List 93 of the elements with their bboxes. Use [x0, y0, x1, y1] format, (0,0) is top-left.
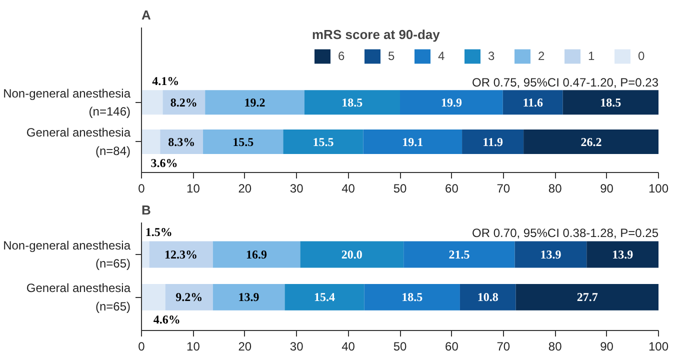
bar [304, 90, 400, 115]
x-tick-label: 80 [548, 340, 562, 354]
legend-label: 3 [488, 49, 496, 63]
x-tick-label: 40 [342, 340, 356, 354]
bar [205, 90, 304, 115]
bar [142, 284, 166, 310]
data-label: 20.0 [341, 248, 362, 262]
bar [165, 284, 213, 310]
data-label: 13.9 [612, 248, 634, 262]
legend-label: 0 [638, 49, 646, 63]
x-tick-label: 30 [290, 182, 304, 196]
x-tick-label: 10 [186, 182, 200, 196]
y-tick-label: Non-general anesthesia (n=146) [3, 86, 131, 118]
x-tick-label: 0 [138, 340, 146, 354]
bar [203, 130, 284, 154]
annotation: OR 0.70, 95%CI 0.38-1.28, P=0.25 [472, 226, 659, 240]
bar [586, 241, 658, 268]
legend-label: 6 [338, 49, 346, 63]
bar [462, 130, 524, 154]
data-label: 11.9 [482, 134, 503, 149]
bar [404, 241, 515, 268]
bar [149, 241, 213, 268]
data-label: 27.7 [576, 290, 598, 304]
data-label: 16.9 [246, 248, 268, 262]
bar [283, 130, 364, 154]
data-label: 1.5% [145, 225, 172, 240]
y-tick-label: General anesthesia (n=65) [26, 281, 131, 314]
bar [460, 284, 516, 310]
x-tick-label: 20 [238, 182, 252, 196]
data-label: 13.9 [540, 248, 562, 262]
x-tick-label: 90 [600, 182, 614, 196]
bar [524, 130, 658, 154]
bar [400, 90, 503, 115]
x-tick-label: 50 [393, 340, 407, 354]
x-tick-label: 10 [186, 340, 200, 354]
x-tick-label: 60 [445, 340, 459, 354]
x-tick-label: 20 [238, 340, 252, 354]
x-tick-label: 100 [648, 182, 669, 196]
x-tick-label: 100 [648, 340, 669, 354]
bar [300, 241, 404, 268]
y-tick-label: General anesthesia (n=84) [26, 126, 131, 158]
data-label: 19.2 [244, 95, 266, 110]
data-label: 18.5 [342, 95, 363, 110]
data-label: 13.9 [238, 290, 260, 304]
bar [162, 90, 206, 115]
bar [514, 241, 587, 268]
chart-title: A [142, 8, 152, 22]
x-tick-label: 90 [600, 340, 614, 354]
bar [363, 130, 462, 154]
data-label: 18.5 [402, 290, 423, 304]
data-label: 21.5 [448, 248, 470, 262]
data-label: 8.2% [170, 95, 198, 110]
data-label: 15.4 [314, 290, 336, 304]
bar [562, 90, 658, 115]
bar [364, 284, 460, 310]
data-label: 26.2 [580, 134, 602, 149]
x-tick-label: 40 [342, 182, 356, 196]
data-label: 19.9 [440, 95, 462, 110]
x-tick-label: 70 [496, 182, 510, 196]
x-tick-label: 50 [393, 182, 407, 196]
data-label: 9.2% [176, 290, 203, 304]
x-tick-label: 0 [138, 182, 146, 196]
chart-title: B [142, 202, 151, 218]
bar [516, 284, 658, 310]
x-tick-label: 70 [496, 340, 510, 354]
bar [212, 241, 300, 268]
bar [284, 284, 364, 310]
bar [142, 90, 163, 115]
data-label: 10.8 [477, 290, 498, 304]
data-label: 3.6% [150, 156, 178, 170]
data-label: 8.3% [168, 134, 196, 149]
bar [212, 284, 285, 310]
x-tick-label: 80 [548, 182, 562, 196]
bar [142, 130, 160, 154]
data-label: 18.5 [600, 95, 622, 110]
legend-label: 2 [538, 49, 546, 63]
legend-label: 5 [388, 49, 396, 63]
data-label: 11.6 [522, 95, 544, 110]
annotation: OR 0.75, 95%CI 0.47-1.20, P=0.23 [472, 76, 659, 90]
bar [142, 241, 150, 268]
x-tick-label: 30 [290, 340, 304, 354]
data-label: 4.1% [152, 74, 180, 88]
legend-label: 4 [438, 49, 446, 63]
data-label: 4.6% [153, 312, 180, 327]
legend-title: mRS score at 90-day [312, 27, 441, 42]
data-label: 15.5 [312, 134, 334, 149]
data-label: 19.1 [402, 134, 424, 149]
x-tick-label: 60 [445, 182, 459, 196]
y-tick-label: Non-general anesthesia (n=65) [3, 238, 131, 271]
data-label: 15.5 [232, 134, 254, 149]
legend-label: 1 [588, 49, 596, 63]
data-label: 12.3% [164, 248, 198, 262]
bar [502, 90, 563, 115]
